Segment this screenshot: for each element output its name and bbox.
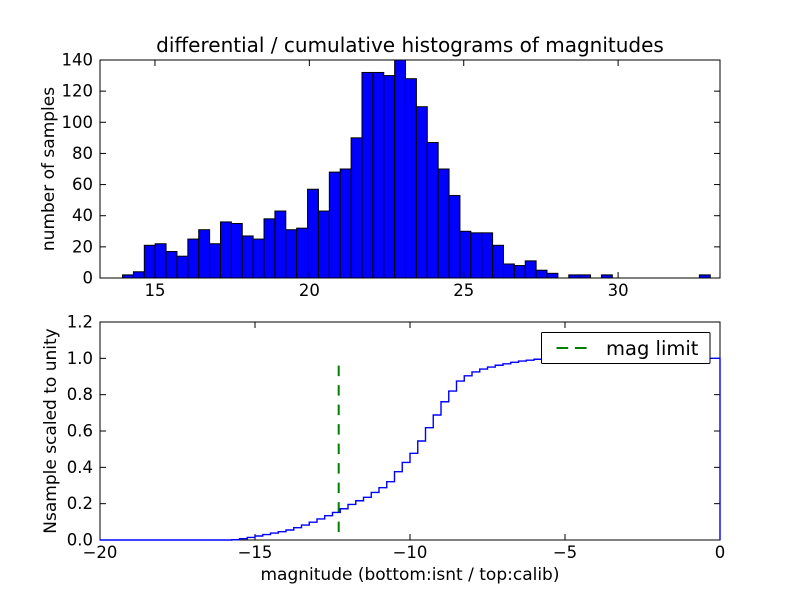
hist-bar <box>481 232 494 279</box>
y-tick-label: 0 <box>83 269 94 288</box>
hist-bar <box>339 168 352 279</box>
hist-bar <box>241 235 254 279</box>
hist-bar <box>209 243 221 279</box>
hist-bar <box>437 168 450 279</box>
y-tick-label: 1.0 <box>67 349 93 368</box>
x-tick-label: 25 <box>453 281 474 300</box>
hist-bar <box>372 71 385 279</box>
top-plot-frame <box>99 59 721 279</box>
y-tick-label: 0.2 <box>67 494 93 513</box>
hist-bar <box>394 59 407 279</box>
hist-bar <box>383 75 396 279</box>
hist-bar <box>361 71 374 279</box>
y-tick-label: 140 <box>62 51 94 70</box>
hist-bar <box>296 227 309 279</box>
bottom-xlabel: magnitude (bottom:isnt / top:calib) <box>260 565 560 585</box>
hist-bar <box>187 238 200 279</box>
hist-bar <box>470 232 483 279</box>
x-tick-label: −5 <box>553 543 577 562</box>
y-tick-label: 1.2 <box>67 313 93 332</box>
hist-bar <box>143 244 156 279</box>
hist-bar <box>492 244 504 279</box>
hist-bar <box>219 221 232 279</box>
hist-bar <box>415 106 428 279</box>
hist-bar <box>252 238 265 279</box>
y-tick-label: 80 <box>72 144 93 163</box>
figure-title: differential / cumulative histograms of … <box>156 33 664 57</box>
cumulative-curve <box>100 357 721 541</box>
y-tick-label: 0.6 <box>67 422 93 441</box>
top-ylabel: number of samples <box>39 86 59 252</box>
hist-bar <box>274 210 287 279</box>
x-tick-label: 30 <box>608 281 629 300</box>
x-tick-label: −20 <box>83 543 118 562</box>
hist-bar <box>524 260 537 279</box>
y-tick-label: 20 <box>72 237 93 256</box>
hist-bar <box>513 265 526 279</box>
hist-bar <box>426 142 439 279</box>
y-tick-label: 40 <box>72 206 93 225</box>
hist-bar <box>448 194 461 279</box>
hist-bar <box>154 243 167 279</box>
bottom-ylabel: Nsample scaled to unity <box>41 328 61 534</box>
hist-bar <box>546 272 559 279</box>
hist-bar <box>198 229 211 279</box>
y-tick-label: 100 <box>62 113 94 132</box>
hist-bar <box>285 229 298 279</box>
x-tick-label: −10 <box>393 543 428 562</box>
hist-bar <box>328 171 341 279</box>
x-tick-label: 0 <box>715 543 726 562</box>
y-tick-label: 120 <box>62 82 94 101</box>
hist-bar <box>165 251 178 279</box>
x-tick-label: −15 <box>238 543 273 562</box>
legend-box <box>541 332 711 364</box>
y-tick-label: 60 <box>72 175 93 194</box>
hist-bar <box>176 255 189 279</box>
hist-bar <box>405 78 417 279</box>
hist-bar <box>307 188 319 279</box>
hist-bar <box>502 263 515 279</box>
legend-label: mag limit <box>606 337 699 360</box>
hist-bar <box>132 271 145 279</box>
x-tick-label: 20 <box>299 281 320 300</box>
hist-bar <box>459 230 472 279</box>
x-tick-label: 15 <box>144 281 165 300</box>
hist-bar <box>350 137 363 279</box>
y-tick-label: 0.0 <box>67 531 93 550</box>
hist-bar <box>535 269 548 279</box>
hist-bar <box>263 218 276 279</box>
y-tick-label: 0.4 <box>67 458 93 477</box>
hist-bar <box>230 223 243 279</box>
hist-bar <box>317 210 330 279</box>
y-tick-label: 0.8 <box>67 385 93 404</box>
